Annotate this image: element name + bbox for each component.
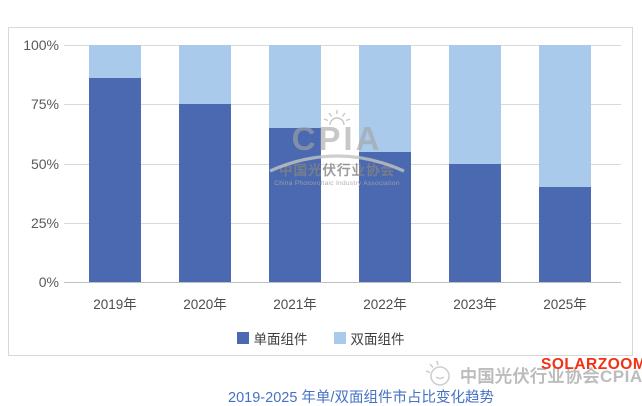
x-tick-label: 2020年 bbox=[183, 297, 227, 312]
legend-item-single-sided: 单面组件 bbox=[236, 328, 308, 348]
bar-segment-双面组件 bbox=[359, 45, 411, 152]
bar-segment-单面组件 bbox=[89, 78, 141, 282]
legend-swatch-single-sided bbox=[236, 332, 249, 344]
gridline bbox=[64, 45, 621, 46]
stacked-bar-2025年 bbox=[539, 45, 591, 282]
y-tick-label: 0% bbox=[38, 274, 59, 290]
gridline bbox=[64, 222, 621, 224]
x-axis-line bbox=[64, 282, 621, 283]
bar-segment-单面组件 bbox=[539, 187, 591, 282]
stacked-bar-2021年 bbox=[269, 45, 321, 282]
legend-item-bifacial: 双面组件 bbox=[333, 328, 405, 348]
x-tick-label: 2025年 bbox=[543, 297, 587, 312]
legend-swatch-bifacial bbox=[333, 332, 346, 344]
stacked-bar-2023年 bbox=[449, 45, 501, 282]
bar-segment-双面组件 bbox=[449, 45, 501, 164]
chart-caption: 2019-2025 年单/双面组件市占比变化趋势 bbox=[228, 390, 494, 406]
x-tick-label: 2019年 bbox=[93, 297, 137, 312]
solarzoom-watermark: SOLARZOOM bbox=[541, 356, 642, 373]
bar-segment-双面组件 bbox=[539, 45, 591, 188]
gridline bbox=[64, 163, 621, 165]
y-tick-label: 100% bbox=[23, 37, 59, 53]
bar-segment-双面组件 bbox=[269, 45, 321, 128]
gridline bbox=[64, 104, 621, 106]
stacked-bar-2022年 bbox=[359, 45, 411, 282]
x-tick-label: 2022年 bbox=[363, 297, 407, 312]
x-tick-label: 2023年 bbox=[453, 297, 497, 312]
chart-frame: 100% 75% 50% 25% 0% 2019年 2020年 2021年 2022年 2023… bbox=[8, 27, 633, 356]
stacked-bar-2019年 bbox=[89, 45, 141, 282]
y-tick-label: 75% bbox=[30, 96, 59, 113]
sun-logo-icon bbox=[425, 360, 450, 386]
bar-segment-单面组件 bbox=[449, 163, 501, 282]
legend: 单面组件 双面组件 bbox=[9, 328, 632, 348]
legend-label-bifacial: 双面组件 bbox=[350, 332, 405, 347]
y-tick-label: 50% bbox=[30, 155, 59, 172]
y-tick-label: 25% bbox=[30, 214, 59, 231]
stacked-bar-2020年 bbox=[179, 45, 231, 282]
bar-segment-双面组件 bbox=[89, 45, 141, 79]
legend-label-single-sided: 单面组件 bbox=[253, 332, 308, 347]
x-tick-label: 2021年 bbox=[273, 297, 317, 312]
plot-area bbox=[64, 45, 621, 283]
bar-segment-单面组件 bbox=[179, 104, 231, 282]
bar-segment-单面组件 bbox=[269, 127, 321, 282]
bar-segment-单面组件 bbox=[359, 151, 411, 282]
footer-watermark: 中国光伏行业协会CPIA bbox=[424, 360, 642, 388]
cpia-footer-text: 中国光伏行业协会CPIA bbox=[460, 366, 642, 386]
bar-segment-双面组件 bbox=[179, 45, 231, 105]
